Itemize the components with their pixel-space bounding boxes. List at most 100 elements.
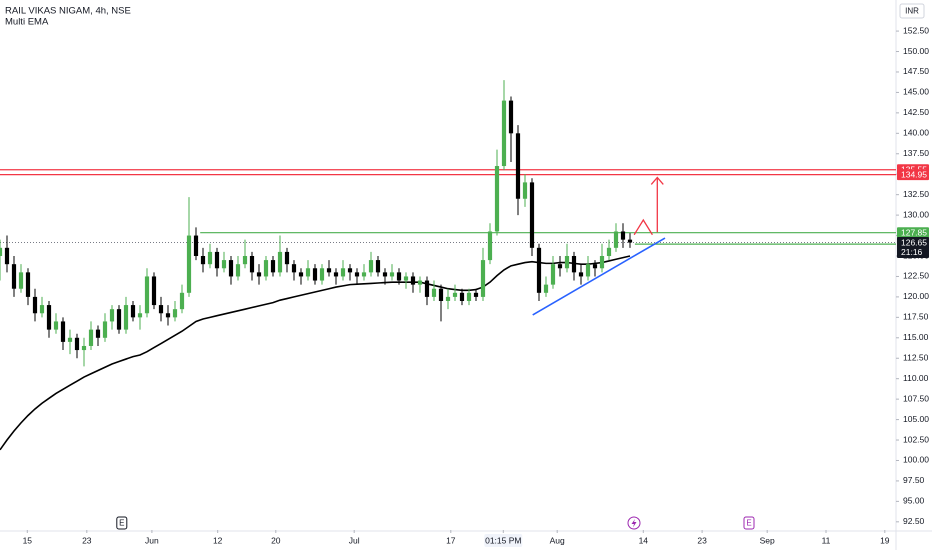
event-box	[743, 516, 755, 530]
candle-body	[515, 133, 521, 199]
x-tick-label: 23	[697, 535, 707, 545]
candle-body	[564, 256, 570, 269]
candle-body	[130, 305, 136, 318]
candle-body	[46, 305, 52, 330]
y-tick-label: 142.50	[903, 107, 929, 117]
candle-body	[319, 268, 325, 281]
x-tick-label: 23	[82, 535, 92, 545]
y-tick-label: 102.50	[903, 434, 929, 444]
y-tick-label: 115.00	[903, 332, 929, 342]
candle-body	[0, 247, 3, 257]
candle-body	[39, 305, 45, 314]
candle-body	[186, 235, 192, 293]
candle-body	[11, 264, 17, 289]
x-tick-label: 11	[822, 535, 831, 545]
ema-line	[0, 255, 631, 451]
x-tick-label: Aug	[550, 535, 565, 545]
level-price-label: 127.85	[901, 227, 927, 237]
candle-body	[235, 264, 241, 277]
chevron	[633, 218, 653, 236]
candle-body	[424, 280, 430, 297]
candle-body	[431, 288, 437, 297]
candle-body	[417, 280, 423, 285]
candle-body	[221, 260, 227, 269]
candle-body	[270, 260, 276, 273]
candle-body	[480, 260, 486, 297]
trendline	[532, 237, 666, 316]
candle-body	[613, 231, 619, 248]
candle-body	[284, 251, 290, 265]
y-tick-label: 112.50	[903, 352, 929, 362]
last-price-box	[897, 237, 929, 259]
x-tick-label: 12	[213, 535, 223, 545]
level-price-label: 134.95	[901, 169, 927, 179]
candle-body	[32, 296, 38, 314]
candle-body	[158, 305, 164, 314]
candle-body	[95, 329, 101, 338]
candle-body	[403, 276, 409, 281]
y-tick-label: 137.50	[903, 148, 929, 158]
candle-body	[501, 100, 507, 167]
arrow-head	[650, 176, 664, 185]
candle-body	[585, 264, 591, 277]
candle-body	[557, 264, 563, 269]
y-tick-label: 110.00	[903, 373, 929, 383]
y-tick-label: 95.00	[903, 496, 925, 506]
candle-body	[494, 166, 500, 232]
lightning-icon[interactable]	[627, 516, 641, 530]
candle-body	[172, 309, 178, 318]
candle-body	[466, 292, 472, 301]
candle-body	[200, 256, 206, 265]
x-tick-label: Jun	[145, 535, 159, 545]
y-tick-label: 107.50	[903, 393, 929, 403]
candle-body	[88, 329, 94, 346]
candle-body	[263, 260, 269, 277]
candle-body	[410, 276, 416, 285]
chart-title: RAIL VIKAS NIGAM, 4h, NSE	[5, 6, 131, 17]
crosshair-label-bg	[484, 534, 523, 547]
candle-body	[368, 260, 374, 273]
candle-body	[249, 256, 255, 273]
candle-body	[508, 100, 514, 134]
currency-box[interactable]	[899, 3, 925, 19]
level-price-box	[897, 227, 929, 239]
candle-body	[242, 256, 248, 265]
candle-body	[347, 268, 353, 273]
candle-body	[396, 272, 402, 281]
candle-body	[291, 264, 297, 273]
lightning-bolt	[631, 519, 637, 528]
candle-body	[361, 272, 367, 277]
y-tick-label: 152.50	[903, 25, 929, 35]
event-label[interactable]: E	[119, 519, 124, 528]
candle-body	[599, 256, 605, 269]
candle-body	[627, 239, 633, 243]
candle-body	[529, 182, 535, 248]
y-tick-label: 92.50	[903, 516, 925, 526]
last-price-label: 126.65	[901, 237, 927, 247]
x-tick-label: 15	[23, 535, 33, 545]
candle-body	[193, 235, 199, 257]
candle-body	[214, 251, 220, 269]
x-tick-label: Sep	[760, 535, 775, 545]
event-label[interactable]: E	[746, 519, 751, 528]
x-tick-label: 17	[446, 535, 456, 545]
candle-body	[620, 231, 626, 240]
indicator-name[interactable]: Multi EMA	[5, 17, 49, 28]
candle-body	[473, 292, 479, 297]
candle-body	[382, 272, 388, 277]
candle-body	[298, 272, 304, 277]
candle-body	[67, 337, 73, 342]
candle-body	[228, 260, 234, 277]
candle-body	[179, 292, 185, 310]
candle-body	[459, 292, 465, 301]
candle-body	[81, 345, 87, 351]
event-box	[116, 516, 128, 530]
candle-body	[354, 272, 360, 277]
candle-body	[438, 288, 444, 301]
candle-body	[60, 321, 66, 342]
candle-body	[445, 296, 451, 301]
candle-body	[144, 276, 150, 314]
y-tick-label: 122.50	[903, 271, 929, 281]
